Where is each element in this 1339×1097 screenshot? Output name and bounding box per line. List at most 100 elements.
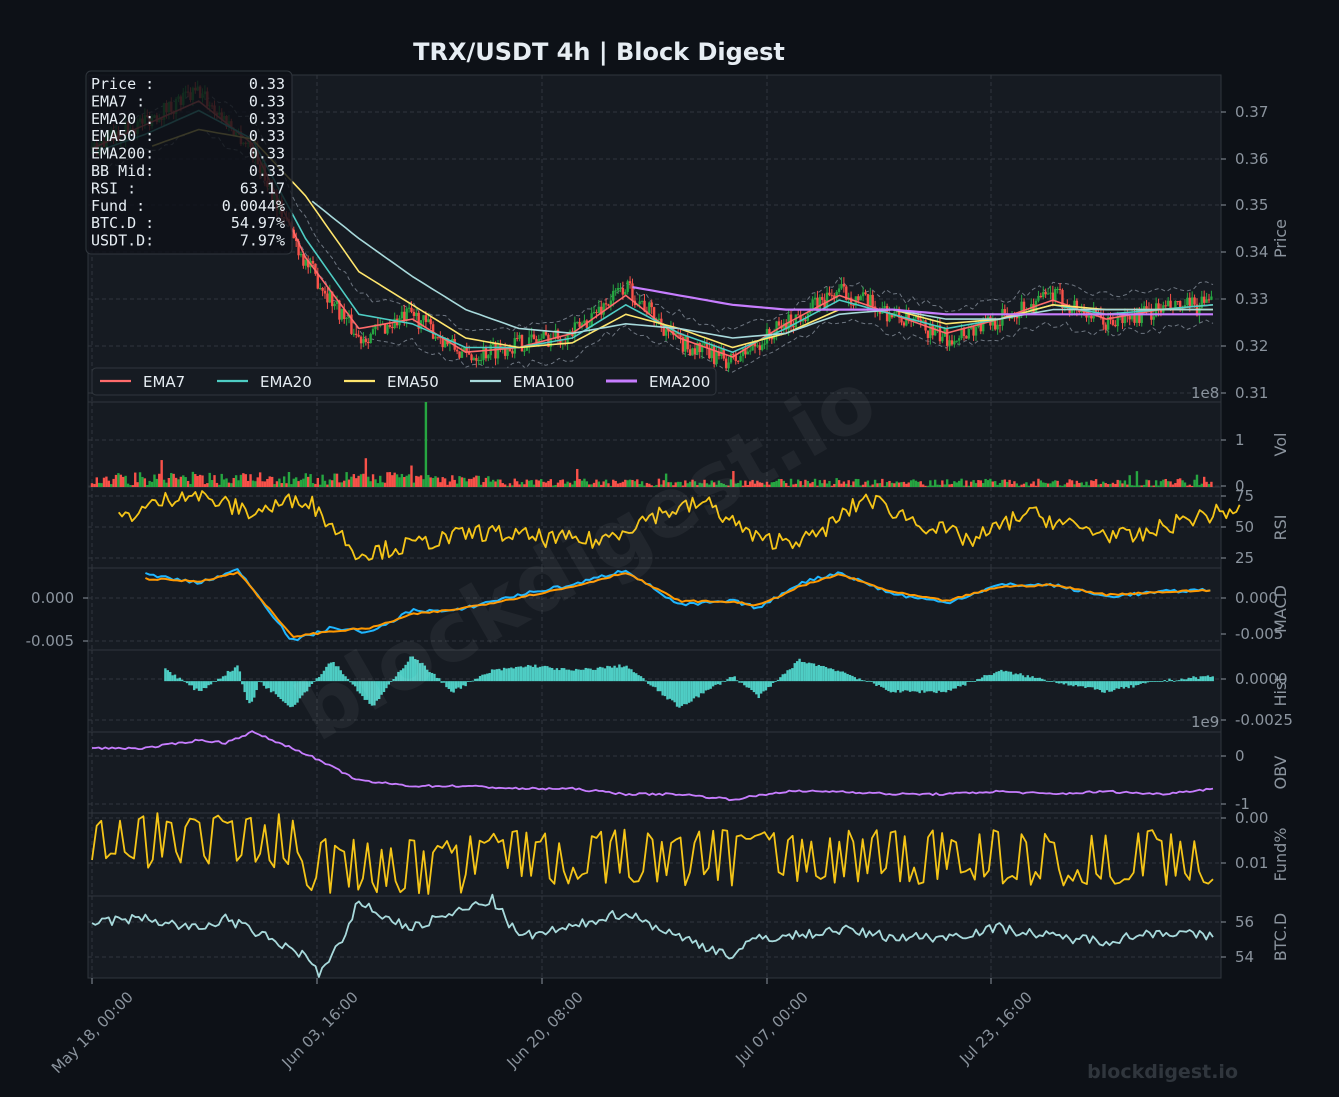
volume-bar bbox=[1171, 484, 1175, 487]
hist-bar bbox=[776, 679, 780, 682]
hist-bar bbox=[1117, 681, 1121, 689]
info-label: RSI : bbox=[91, 179, 136, 197]
candle-body bbox=[979, 322, 982, 332]
volume-bar bbox=[859, 485, 862, 487]
volume-bar bbox=[559, 480, 562, 487]
candle-body bbox=[357, 334, 360, 337]
volume-bar bbox=[179, 476, 183, 487]
price-line-ema200 bbox=[632, 286, 1213, 316]
candle-body bbox=[902, 322, 906, 326]
candle-body bbox=[503, 346, 507, 356]
hist-bar bbox=[421, 662, 424, 682]
volume-bar bbox=[302, 478, 305, 487]
volume-bar bbox=[225, 478, 228, 487]
hist-bar bbox=[1175, 680, 1178, 682]
volume-bar bbox=[540, 479, 543, 487]
hist-bar bbox=[1038, 677, 1041, 682]
hist-bar bbox=[579, 669, 583, 682]
candle-body bbox=[439, 336, 442, 339]
candle-body bbox=[465, 347, 468, 353]
volume-bar bbox=[612, 479, 615, 487]
volume-bar bbox=[201, 475, 204, 487]
volume-bar bbox=[484, 477, 488, 487]
volume-bar bbox=[758, 482, 761, 487]
hist-bar bbox=[476, 678, 479, 682]
candle-body bbox=[816, 297, 819, 311]
hist-bar bbox=[827, 668, 830, 682]
volume-bar bbox=[443, 478, 447, 487]
hist-bar bbox=[428, 672, 431, 682]
hist-bar bbox=[1144, 681, 1147, 684]
hist-bar bbox=[365, 681, 369, 700]
candle-body bbox=[763, 343, 766, 345]
hist-bar bbox=[1096, 681, 1099, 690]
volume-bar bbox=[1188, 484, 1191, 487]
hist-bar bbox=[176, 678, 179, 682]
candle-body bbox=[1106, 316, 1110, 330]
candle-body bbox=[585, 320, 589, 328]
candle-body bbox=[1152, 316, 1155, 320]
candle-body bbox=[331, 291, 334, 307]
volume-bar bbox=[311, 483, 315, 487]
candle-body bbox=[799, 315, 802, 322]
volume-bar bbox=[580, 480, 584, 487]
volume-bar bbox=[741, 485, 745, 487]
hist-bar bbox=[558, 670, 561, 682]
candle-body bbox=[885, 306, 889, 322]
hist-bar bbox=[671, 681, 674, 701]
volume-bar bbox=[619, 482, 622, 487]
candle-body bbox=[739, 356, 742, 362]
candle-body bbox=[830, 295, 834, 297]
candle-body bbox=[345, 318, 348, 320]
volume-bar bbox=[753, 483, 757, 487]
volume-bar bbox=[914, 480, 918, 487]
volume-bar bbox=[146, 485, 149, 487]
volume-bar bbox=[1133, 485, 1136, 487]
hist-bar bbox=[1072, 681, 1075, 687]
volume-bar bbox=[424, 402, 428, 487]
hist-bar bbox=[1182, 679, 1186, 682]
hist-bar bbox=[397, 671, 400, 682]
legend-label-ema50: EMA50 bbox=[387, 373, 439, 391]
hist-bar bbox=[248, 681, 251, 704]
volume-bar bbox=[203, 484, 207, 487]
candle-body bbox=[391, 326, 394, 329]
candle-body bbox=[535, 339, 538, 343]
candle-body bbox=[1044, 292, 1047, 295]
hist-bar bbox=[1158, 681, 1162, 682]
volume-bar bbox=[210, 480, 214, 487]
volume-bar bbox=[136, 482, 139, 487]
hist-bar bbox=[1134, 681, 1138, 686]
candle-body bbox=[542, 331, 545, 339]
candle-body bbox=[945, 328, 949, 346]
hist-bar bbox=[380, 681, 383, 695]
volume-bar bbox=[957, 480, 961, 487]
volume-bar bbox=[626, 480, 629, 487]
volume-bar bbox=[1044, 482, 1047, 487]
volume-bar bbox=[174, 477, 178, 487]
candle-body bbox=[338, 300, 341, 320]
volume-bar bbox=[929, 480, 932, 487]
volume-bar bbox=[720, 483, 723, 487]
volume-bar bbox=[1202, 476, 1206, 487]
candle-body bbox=[710, 345, 713, 359]
price-legend-box bbox=[91, 367, 717, 396]
hist-bar bbox=[935, 681, 938, 694]
candle-body bbox=[470, 354, 473, 361]
volume-bar bbox=[395, 474, 399, 487]
candle-body bbox=[319, 287, 322, 289]
volume-bar bbox=[364, 458, 368, 487]
hist-bar bbox=[169, 671, 172, 682]
volume-bar bbox=[1025, 482, 1028, 487]
volume-bar bbox=[712, 482, 716, 487]
macd-panel bbox=[87, 567, 1222, 651]
hist-bar bbox=[726, 679, 729, 682]
hist-bar bbox=[277, 681, 280, 697]
volume-bar bbox=[254, 481, 257, 487]
volume-bar bbox=[297, 481, 300, 487]
volume-bar bbox=[797, 479, 800, 487]
candle-body bbox=[616, 287, 620, 291]
volume-bar bbox=[900, 482, 903, 487]
hist-bar bbox=[1093, 681, 1097, 690]
volume-bar bbox=[864, 481, 867, 487]
